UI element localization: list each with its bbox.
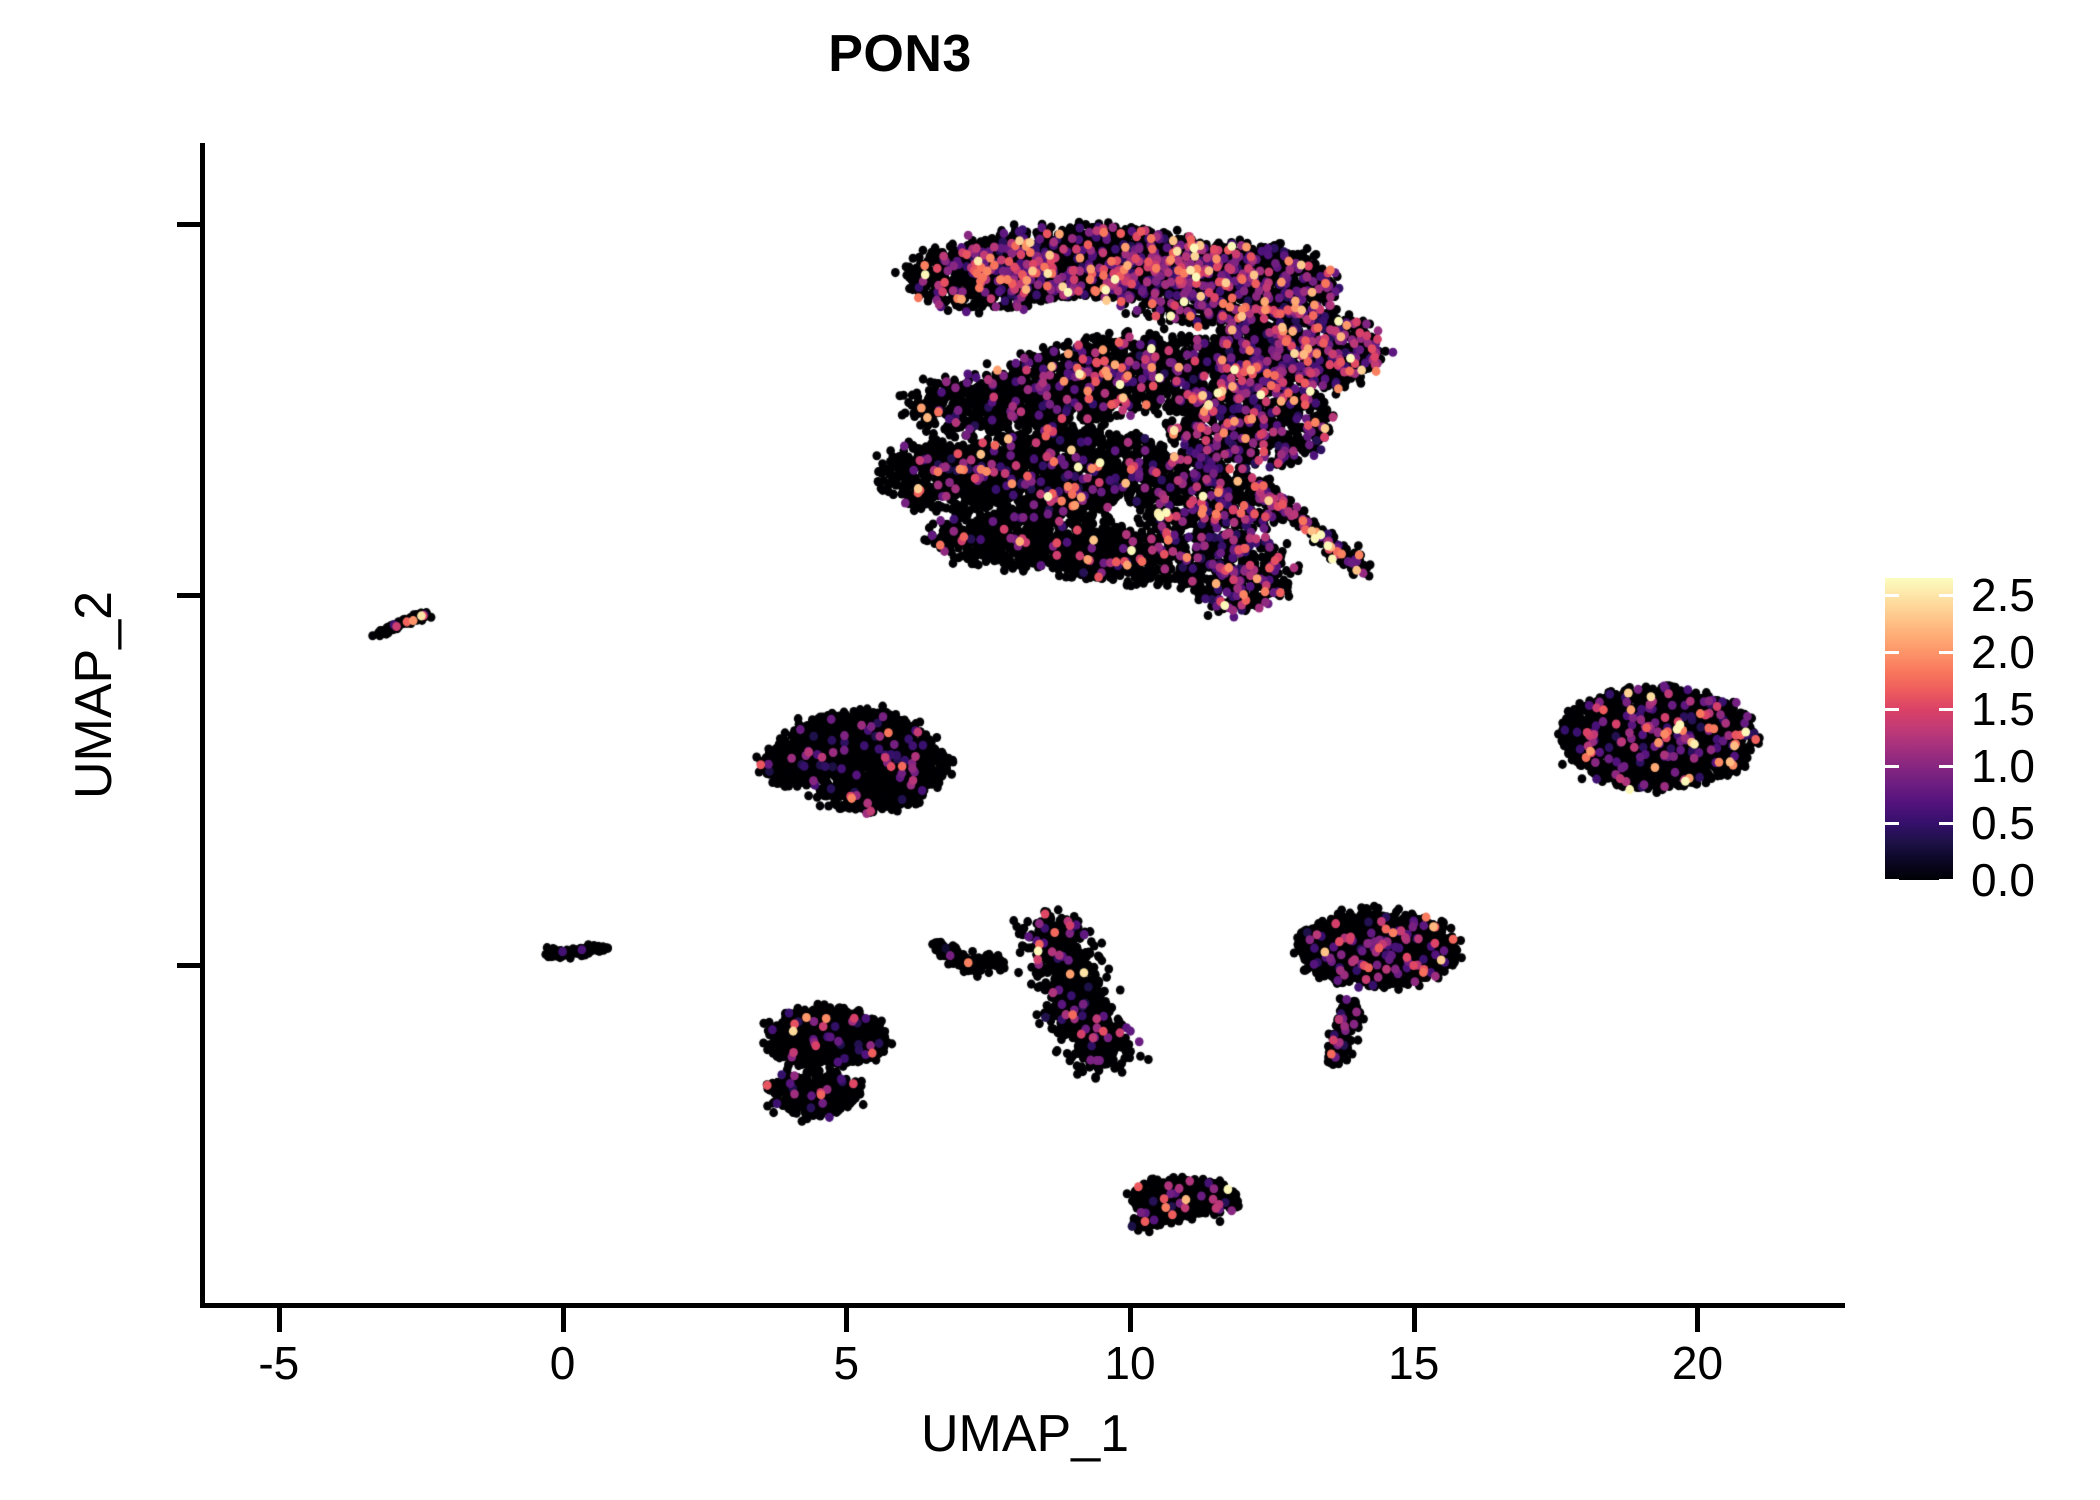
y-axis-label: UMAP_2 [65, 590, 123, 800]
colorbar-tick-label: 2.0 [1971, 626, 2035, 679]
x-axis-tick-label: 5 [833, 1337, 860, 1389]
x-axis-tick [844, 1308, 850, 1332]
x-axis-tick-label: -5 [258, 1337, 300, 1389]
colorbar-tick-mark [1939, 765, 1953, 769]
y-axis-line [200, 143, 205, 1306]
page-title: PON3 [828, 25, 972, 83]
colorbar-tick-mark [1885, 594, 1899, 598]
colorbar-tick-mark [1885, 879, 1899, 882]
colorbar-tick-mark [1939, 879, 1953, 882]
y-axis-tick [177, 963, 201, 969]
colorbar-tick-mark [1885, 651, 1899, 655]
scatter-plot-panel [205, 143, 1845, 1306]
colorbar-tick-mark [1939, 822, 1953, 826]
x-axis-tick-label: 10 [1104, 1337, 1156, 1389]
x-axis-tick [1127, 1308, 1133, 1332]
x-axis-tick [1695, 1308, 1701, 1332]
colorbar-tick-mark [1939, 651, 1953, 655]
x-axis-tick [1411, 1308, 1417, 1332]
colorbar-tick-mark [1885, 822, 1899, 826]
x-axis-tick-label: 15 [1388, 1337, 1440, 1389]
colorbar-tick-label: 0.0 [1971, 854, 2035, 906]
colorbar-tick-mark [1885, 765, 1899, 769]
colorbar-tick-mark [1885, 708, 1899, 712]
colorbar-tick-label: 0.5 [1971, 797, 2035, 850]
x-axis-tick-label: 20 [1671, 1337, 1724, 1389]
x-axis-tick [276, 1308, 282, 1332]
x-axis-label: UMAP_1 [920, 1405, 1130, 1463]
x-axis-line [200, 1303, 1845, 1308]
y-axis-tick [177, 592, 201, 598]
y-axis-tick [177, 222, 201, 228]
x-axis-tick-label: 0 [549, 1337, 576, 1389]
colorbar-tick-mark [1939, 594, 1953, 598]
x-axis-tick [560, 1308, 566, 1332]
colorbar-tick-mark [1939, 708, 1953, 712]
colorbar-tick-label: 2.5 [1971, 569, 2035, 622]
colorbar-gradient [1885, 578, 1953, 880]
colorbar-legend: 0.0 0.5 1.0 1.5 2.0 2.5 [1885, 572, 2085, 903]
umap-scatter-canvas [205, 143, 1845, 1306]
colorbar-tick-label: 1.0 [1971, 740, 2035, 793]
colorbar-tick-label: 1.5 [1971, 683, 2035, 736]
